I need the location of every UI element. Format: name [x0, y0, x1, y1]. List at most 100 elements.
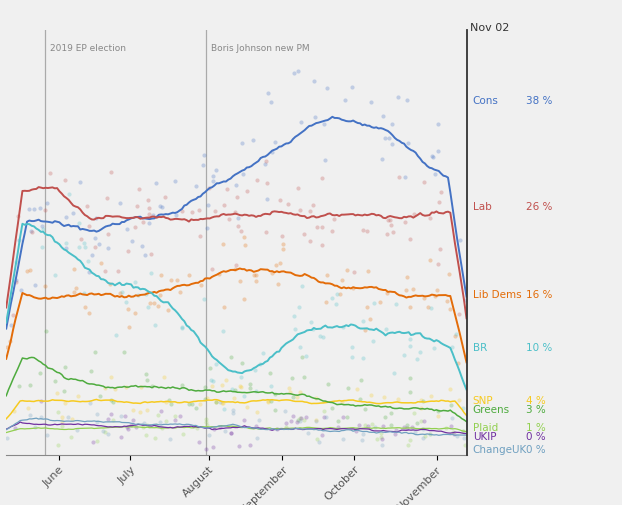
Point: [262, 89, 272, 97]
Point: [409, 210, 419, 218]
Point: [310, 113, 320, 121]
Point: [388, 120, 397, 128]
Point: [142, 406, 152, 414]
Point: [252, 434, 262, 442]
Point: [432, 286, 442, 294]
Point: [405, 335, 415, 343]
Point: [84, 268, 94, 276]
Point: [240, 241, 250, 249]
Point: [460, 441, 470, 449]
Point: [287, 374, 297, 382]
Point: [403, 441, 413, 449]
Point: [141, 370, 151, 378]
Point: [331, 300, 341, 309]
Point: [312, 223, 322, 231]
Point: [251, 271, 261, 279]
Point: [377, 441, 387, 449]
Point: [211, 360, 221, 368]
Point: [144, 204, 154, 212]
Point: [341, 413, 351, 421]
Point: [394, 173, 404, 181]
Point: [157, 271, 167, 279]
Point: [311, 416, 321, 424]
Point: [108, 416, 118, 424]
Point: [404, 388, 414, 396]
Point: [198, 294, 208, 302]
Point: [220, 200, 230, 209]
Text: Greens: Greens: [473, 406, 510, 415]
Point: [379, 393, 389, 401]
Point: [362, 227, 372, 235]
Point: [239, 294, 249, 302]
Point: [11, 258, 21, 266]
Point: [356, 436, 366, 444]
Point: [228, 409, 238, 417]
Point: [123, 305, 133, 313]
Point: [402, 422, 412, 430]
Point: [150, 434, 160, 442]
Point: [183, 271, 193, 279]
Point: [177, 323, 187, 331]
Point: [231, 181, 241, 189]
Point: [153, 412, 163, 420]
Text: UKIP: UKIP: [473, 432, 496, 442]
Point: [36, 413, 46, 421]
Point: [348, 352, 358, 361]
Point: [388, 228, 398, 236]
Point: [333, 423, 343, 431]
Point: [167, 276, 177, 284]
Point: [306, 318, 316, 326]
Point: [75, 178, 85, 186]
Point: [130, 309, 140, 317]
Point: [228, 406, 238, 414]
Point: [122, 423, 132, 431]
Point: [246, 384, 256, 392]
Point: [305, 207, 315, 215]
Point: [2, 434, 12, 442]
Point: [113, 267, 123, 275]
Point: [25, 266, 35, 274]
Point: [230, 209, 240, 217]
Point: [88, 438, 98, 446]
Point: [419, 293, 429, 301]
Point: [258, 348, 268, 357]
Point: [448, 428, 458, 436]
Point: [40, 206, 50, 214]
Point: [91, 418, 101, 426]
Point: [156, 418, 165, 426]
Text: ChangeUK: ChangeUK: [473, 445, 527, 455]
Point: [200, 383, 210, 391]
Point: [378, 112, 388, 120]
Point: [391, 426, 401, 434]
Point: [295, 418, 305, 426]
Point: [451, 330, 461, 338]
Point: [103, 415, 113, 423]
Point: [11, 278, 21, 286]
Point: [137, 423, 147, 431]
Point: [141, 431, 151, 439]
Point: [201, 416, 211, 424]
Point: [384, 134, 394, 142]
Point: [425, 430, 435, 438]
Point: [52, 389, 62, 397]
Point: [358, 355, 368, 363]
Point: [210, 207, 220, 215]
Point: [211, 166, 221, 174]
Point: [239, 392, 249, 400]
Point: [227, 385, 237, 393]
Point: [327, 294, 337, 302]
Point: [433, 407, 443, 415]
Point: [14, 382, 24, 390]
Point: [57, 414, 67, 422]
Point: [284, 384, 294, 392]
Point: [386, 409, 396, 417]
Point: [338, 435, 348, 443]
Point: [205, 184, 215, 192]
Point: [320, 156, 330, 164]
Point: [90, 234, 100, 242]
Point: [327, 405, 337, 413]
Point: [418, 397, 428, 405]
Point: [263, 398, 273, 407]
Point: [323, 380, 333, 388]
Point: [433, 147, 443, 156]
